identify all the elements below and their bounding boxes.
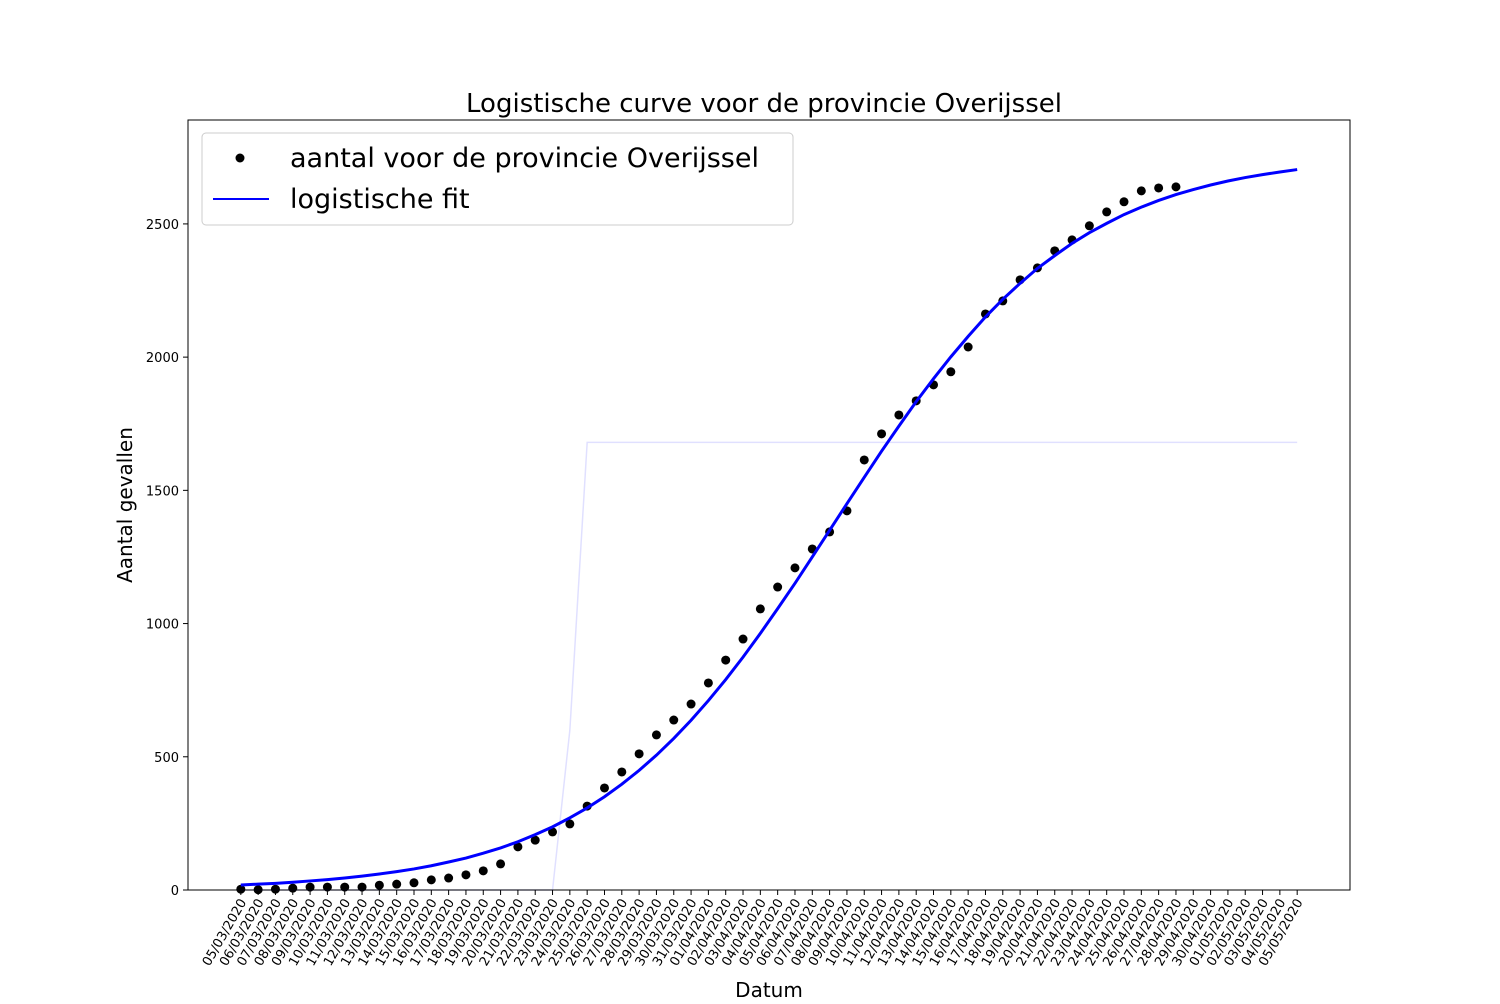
data-point	[738, 634, 748, 644]
data-point	[496, 859, 506, 869]
data-point	[565, 819, 575, 829]
data-point	[669, 715, 679, 725]
y-tick-label: 2000	[146, 351, 179, 366]
data-point	[270, 884, 280, 894]
data-point	[790, 563, 800, 573]
legend-label: logistische fit	[290, 184, 470, 215]
data-point	[946, 367, 956, 377]
data-point	[444, 873, 454, 883]
data-point	[894, 410, 904, 420]
data-point	[1136, 186, 1146, 196]
data-point	[478, 866, 488, 876]
data-point	[1171, 182, 1181, 192]
chart-title: Logistische curve voor de provincie Over…	[466, 89, 1062, 119]
data-point	[599, 783, 609, 793]
data-point	[236, 884, 246, 894]
data-point	[1119, 197, 1129, 207]
data-point	[322, 882, 332, 892]
data-point	[513, 842, 523, 852]
data-point	[409, 878, 419, 888]
y-tick-label: 1000	[146, 618, 179, 633]
data-point	[426, 875, 436, 885]
data-point	[651, 730, 661, 740]
plot-frame	[187, 119, 1351, 891]
y-tick-label: 1500	[146, 484, 179, 499]
data-point	[703, 678, 713, 688]
data-point	[461, 870, 471, 880]
data-point	[357, 882, 367, 892]
data-point	[548, 827, 558, 837]
data-point	[530, 835, 540, 845]
y-tick-label: 2500	[146, 218, 179, 233]
faint-fit-line	[240, 441, 1298, 891]
x-axis-label: Datum	[735, 978, 803, 1000]
legend-label: aantal voor de provincie Overijssel	[290, 143, 759, 174]
data-point	[634, 749, 644, 759]
data-point	[305, 882, 315, 892]
data-point	[1154, 183, 1164, 193]
data-point	[340, 882, 350, 892]
data-point	[617, 767, 627, 777]
y-axis-label: Aantal gevallen	[113, 427, 137, 583]
data-point	[877, 429, 887, 439]
data-point	[773, 582, 783, 592]
data-point	[374, 880, 384, 890]
fit-line	[240, 168, 1298, 887]
data-point	[686, 699, 696, 709]
data-point	[1102, 207, 1112, 217]
data-point	[1084, 221, 1094, 231]
data-point	[392, 879, 402, 889]
data-point	[859, 455, 869, 465]
data-point	[288, 883, 298, 893]
data-point	[721, 655, 731, 665]
y-tick-label: 500	[154, 751, 179, 766]
legend-box	[201, 132, 794, 226]
y-tick-label: 0	[171, 884, 179, 899]
data-point	[755, 604, 765, 614]
data-point	[963, 342, 973, 352]
legend-marker	[235, 153, 245, 163]
